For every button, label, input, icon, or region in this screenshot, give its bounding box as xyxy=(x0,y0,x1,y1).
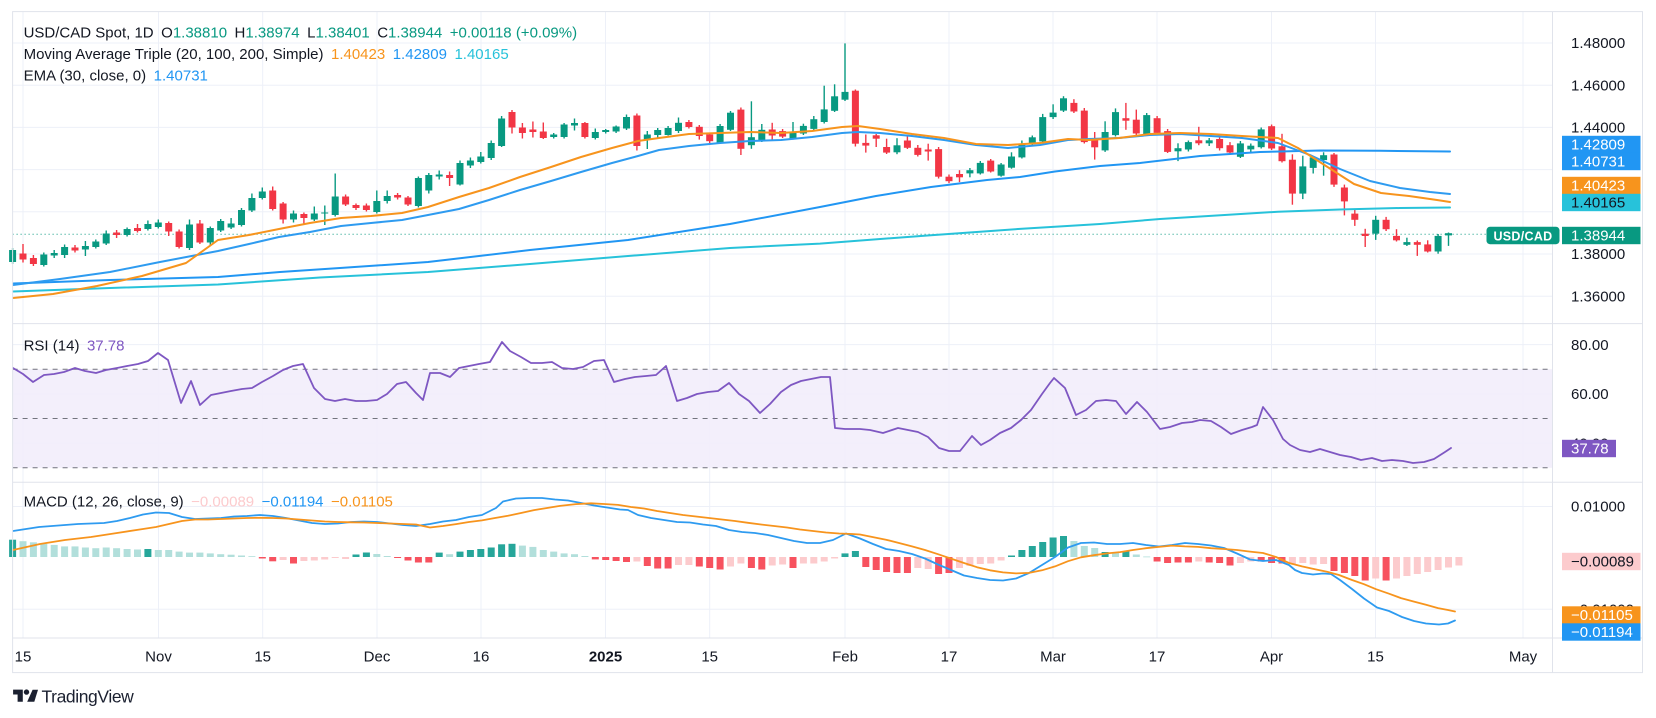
svg-text:15: 15 xyxy=(254,649,271,666)
svg-text:1.40423: 1.40423 xyxy=(1571,178,1625,195)
svg-text:Moving Average Triple (20, 100: Moving Average Triple (20, 100, 200, Sim… xyxy=(24,46,509,63)
svg-text:1.46000: 1.46000 xyxy=(1571,77,1625,94)
svg-text:0.01000: 0.01000 xyxy=(1571,499,1625,516)
svg-text:−0.01105: −0.01105 xyxy=(1571,607,1633,624)
svg-text:TradingView: TradingView xyxy=(42,686,135,706)
svg-text:1.38944: 1.38944 xyxy=(1571,228,1625,245)
svg-text:15: 15 xyxy=(15,649,32,666)
svg-text:1.40165: 1.40165 xyxy=(1571,195,1625,212)
svg-text:MACD (12, 26, close, 9) −0.000: MACD (12, 26, close, 9) −0.00089 −0.0119… xyxy=(24,494,393,511)
svg-text:1.36000: 1.36000 xyxy=(1571,288,1625,305)
svg-text:−0.00089: −0.00089 xyxy=(1571,554,1634,571)
svg-text:1.38000: 1.38000 xyxy=(1571,246,1625,263)
svg-text:17: 17 xyxy=(941,649,958,666)
svg-text:RSI (14) 37.78: RSI (14) 37.78 xyxy=(24,338,125,355)
svg-text:Nov: Nov xyxy=(145,649,172,666)
svg-text:37.78: 37.78 xyxy=(1571,441,1609,458)
svg-text:May: May xyxy=(1509,649,1538,666)
svg-text:Apr: Apr xyxy=(1260,649,1283,666)
svg-text:EMA (30, close, 0) 1.40731: EMA (30, close, 0) 1.40731 xyxy=(24,68,208,85)
svg-text:Dec: Dec xyxy=(364,649,391,666)
svg-text:17: 17 xyxy=(1149,649,1166,666)
svg-text:1.40731: 1.40731 xyxy=(1571,154,1625,171)
svg-text:Mar: Mar xyxy=(1040,649,1066,666)
svg-text:1.44000: 1.44000 xyxy=(1571,120,1625,137)
svg-text:1.48000: 1.48000 xyxy=(1571,35,1625,52)
svg-text:Feb: Feb xyxy=(832,649,858,666)
svg-text:−0.01194: −0.01194 xyxy=(1571,624,1633,641)
svg-text:2025: 2025 xyxy=(589,649,622,666)
svg-text:1.42809: 1.42809 xyxy=(1571,137,1625,154)
svg-text:80.00: 80.00 xyxy=(1571,337,1609,354)
svg-text:60.00: 60.00 xyxy=(1571,386,1609,403)
svg-text:15: 15 xyxy=(701,649,718,666)
svg-text:USD/CAD Spot, 1D O1.38810 H1.3: USD/CAD Spot, 1D O1.38810 H1.38974 L1.38… xyxy=(24,25,578,42)
svg-text:16: 16 xyxy=(473,649,490,666)
svg-text:15: 15 xyxy=(1367,649,1384,666)
svg-text:USD/CAD: USD/CAD xyxy=(1493,230,1552,244)
